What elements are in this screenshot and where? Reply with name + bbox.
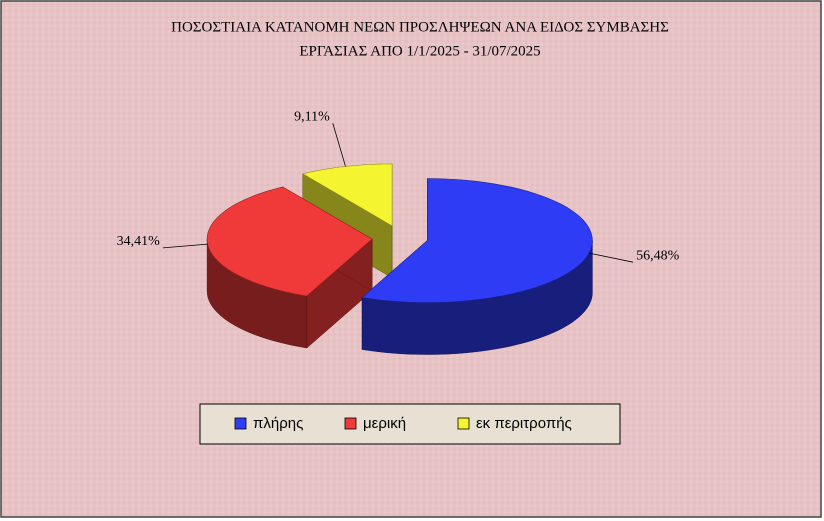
leader-line [332, 123, 346, 167]
slice [361, 178, 593, 303]
slice [206, 186, 373, 297]
pie: 56,48% 34,41% 9,11% [117, 109, 680, 355]
value-label: 34,41% [117, 234, 161, 249]
legend-label: εκ περιτροπής [476, 415, 572, 432]
legend-swatch [234, 417, 247, 430]
legend: πλήρης μερική εκ περιτροπής [199, 403, 621, 445]
legend-swatch [457, 417, 470, 430]
value-label: 9,11% [294, 109, 330, 124]
chart-subtitle: ΕΡΓΑΣΙΑΣ ΑΠΟ 1/1/2025 - 31/07/2025 [299, 43, 540, 59]
leader-line [162, 243, 208, 249]
legend-box [199, 403, 621, 445]
leader-line [588, 252, 634, 263]
chart-title: ΠΟΣΟΣΤΙΑΙΑ ΚΑΤΑΝΟΜΗ ΝΕΩΝ ΠΡΟΣΛΗΨΕΩΝ ΑΝΑ … [171, 19, 669, 35]
legend-label: πλήρης [253, 415, 303, 432]
legend-label: μερική [363, 415, 406, 432]
value-label: 56,48% [636, 248, 680, 263]
legend-swatch [344, 417, 357, 430]
